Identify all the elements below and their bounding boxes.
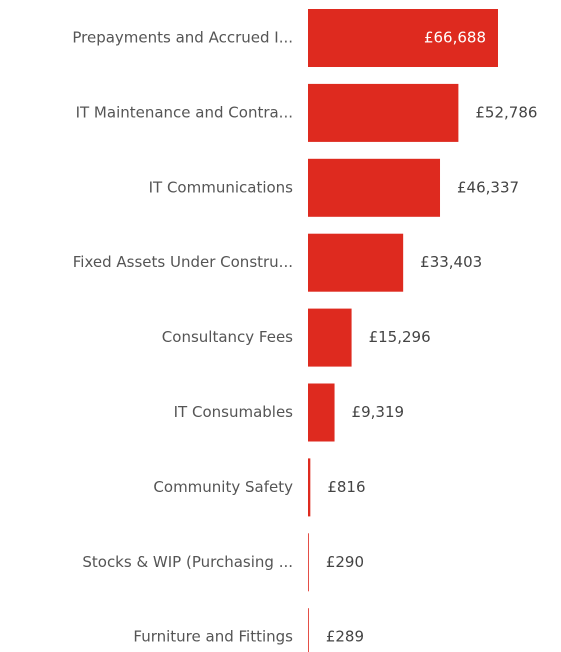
category-label: Community Safety — [153, 478, 293, 496]
bar — [308, 383, 335, 442]
bar — [308, 83, 459, 142]
category-label: IT Consumables — [174, 403, 294, 421]
bar — [308, 458, 311, 517]
category-label: IT Communications — [149, 178, 294, 196]
category-label: Consultancy Fees — [162, 328, 293, 346]
bar — [308, 533, 309, 592]
value-label: £66,688 — [424, 29, 486, 47]
bar — [308, 9, 498, 67]
category-label: Prepayments and Accrued I... — [72, 29, 293, 47]
value-label: £816 — [327, 478, 365, 496]
bar — [308, 308, 352, 367]
bar — [308, 233, 404, 292]
category-label: Stocks & WIP (Purchasing ... — [82, 553, 293, 571]
value-label: £33,403 — [420, 253, 482, 271]
value-label: £15,296 — [369, 328, 431, 346]
bar — [308, 158, 441, 217]
category-label: Furniture and Fittings — [133, 628, 293, 646]
value-label: £46,337 — [457, 178, 519, 196]
category-label: Fixed Assets Under Constru... — [73, 253, 293, 271]
value-label: £52,786 — [475, 103, 537, 121]
bar — [308, 608, 309, 652]
value-label: £290 — [326, 553, 364, 571]
value-label: £9,319 — [352, 403, 405, 421]
category-label: IT Maintenance and Contra... — [76, 103, 293, 121]
value-label: £289 — [326, 628, 364, 646]
